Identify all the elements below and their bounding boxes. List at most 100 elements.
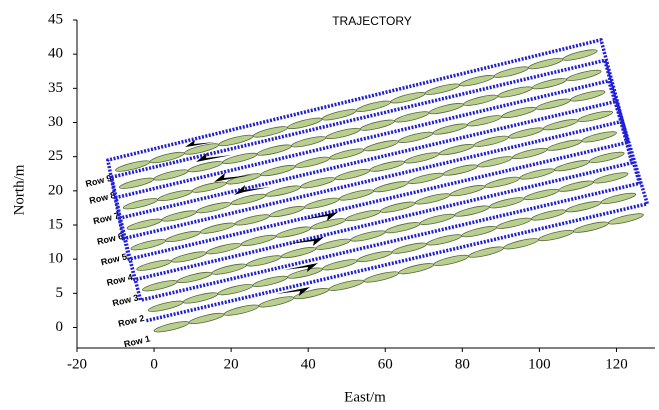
plant-segment <box>256 144 292 156</box>
plant-segment <box>390 92 426 104</box>
plant-segment <box>334 168 371 181</box>
crop-row <box>136 151 625 271</box>
plant-segment <box>523 188 560 201</box>
plant-segment <box>269 205 305 218</box>
arrow <box>234 185 270 195</box>
row-label: Row 9 <box>84 173 112 189</box>
plant-segment <box>280 246 317 259</box>
plant-segment <box>153 321 190 333</box>
plant-segment <box>404 152 440 164</box>
y-tick-label: 15 <box>48 216 63 232</box>
plant-segment <box>252 275 288 287</box>
plant-segment <box>432 123 468 135</box>
plant-segment <box>345 209 381 222</box>
plant-segment <box>600 192 637 204</box>
plant-segment <box>496 217 532 229</box>
plant-segment <box>565 201 602 213</box>
y-tick-label: 25 <box>48 148 63 164</box>
plant-segment <box>176 271 213 284</box>
plant-segment <box>449 185 486 197</box>
plant-segment <box>293 287 330 300</box>
plant-segment <box>608 213 644 225</box>
plant-segment <box>287 267 323 279</box>
arrow <box>276 287 310 296</box>
plant-segment <box>531 78 568 90</box>
plant-segment <box>519 168 555 180</box>
plant-segment <box>398 131 434 143</box>
plant-segment <box>223 304 260 316</box>
plant-segment <box>442 164 479 176</box>
plant-segment <box>328 279 365 291</box>
plant-segment <box>424 83 460 95</box>
row-label: Row 8 <box>88 190 116 206</box>
plant-segment <box>142 280 178 292</box>
x-tick-label: 40 <box>301 356 316 372</box>
plant-segment <box>508 127 544 139</box>
row-label: Row 2 <box>117 313 145 329</box>
x-tick-label: 0 <box>150 356 158 372</box>
y-tick-label: 0 <box>56 319 64 335</box>
chart-title: TRAJECTORY <box>332 14 412 28</box>
plant-segment <box>501 106 537 119</box>
plant-segment <box>260 164 296 177</box>
plant-segment <box>558 180 594 192</box>
plant-segment <box>488 197 525 209</box>
plant-segment <box>191 181 227 193</box>
row-label: Row 4 <box>106 272 134 288</box>
plant-segment <box>463 94 499 106</box>
row-label: Row 3 <box>111 292 139 308</box>
arrow <box>288 237 324 246</box>
trajectory <box>106 38 650 323</box>
plant-segment <box>290 136 327 148</box>
plant-segment <box>493 66 529 78</box>
plant-segment <box>438 144 475 156</box>
crop-row <box>142 172 629 292</box>
plant-segment <box>275 226 312 238</box>
row-label: Row 1 <box>123 333 151 349</box>
plant-segment <box>466 115 503 127</box>
plant-segment <box>484 176 521 188</box>
x-tick-label: -20 <box>67 356 87 372</box>
direction-arrows <box>185 140 338 296</box>
plant-segment <box>369 160 405 172</box>
plant-segment <box>258 296 295 308</box>
plant-segment <box>294 156 331 168</box>
plant-segment <box>535 98 571 110</box>
arrow <box>185 140 215 147</box>
plant-segment <box>329 148 365 160</box>
plant-segment <box>542 119 579 131</box>
plant-segment <box>477 156 513 168</box>
plant-segment <box>350 230 386 242</box>
plant-segment <box>497 86 533 98</box>
x-tick-label: 80 <box>455 356 470 372</box>
plant-segment <box>384 222 421 234</box>
plant-segment <box>554 160 590 172</box>
plant-segment <box>303 197 340 209</box>
plant-segment <box>338 189 375 201</box>
plant-segment <box>182 292 219 304</box>
crop-row <box>147 192 637 312</box>
arrow <box>302 212 338 221</box>
plant-segment <box>581 131 617 143</box>
plant-segment <box>527 57 564 70</box>
plant-segment <box>588 151 625 163</box>
plant-segment <box>226 173 262 185</box>
plant-segment <box>373 181 409 193</box>
arrow <box>214 173 252 182</box>
plant-segment <box>468 246 505 258</box>
crop-row <box>122 90 606 210</box>
plant-segment <box>211 263 247 275</box>
y-tick-label: 20 <box>48 182 63 198</box>
plant-segment <box>171 251 207 263</box>
y-tick-label: 45 <box>48 11 63 27</box>
plant-segment <box>165 230 201 243</box>
x-tick-label: 100 <box>528 356 551 372</box>
plant-segment <box>217 284 254 296</box>
plant-segment <box>355 100 392 112</box>
plant-segment <box>380 201 416 213</box>
plant-segment <box>188 312 225 325</box>
y-axis-label: North/m <box>11 164 27 215</box>
plant-segment <box>512 147 548 160</box>
plant-segment <box>566 69 602 81</box>
plant-segment <box>573 221 609 233</box>
